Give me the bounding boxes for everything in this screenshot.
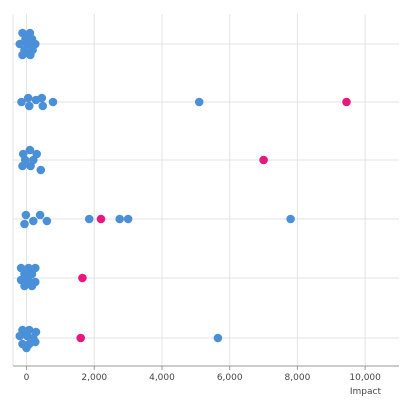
grid-layer	[12, 14, 399, 366]
data-point[interactable]	[38, 101, 48, 111]
data-point[interactable]	[25, 145, 35, 155]
data-point[interactable]	[26, 161, 35, 171]
data-point[interactable]	[36, 165, 46, 175]
data-point[interactable]	[27, 281, 37, 291]
highlight-point[interactable]	[96, 214, 106, 224]
point-layer	[15, 28, 351, 353]
data-point[interactable]	[18, 50, 27, 60]
x-tick-label: 4,000	[149, 373, 175, 383]
highlight-point[interactable]	[259, 155, 268, 165]
x-axis-title: Impact	[350, 387, 382, 397]
data-point[interactable]	[15, 331, 25, 341]
data-point[interactable]	[31, 337, 40, 347]
x-tick-label: 10,000	[349, 373, 381, 383]
data-point[interactable]	[213, 333, 223, 343]
data-point[interactable]	[26, 50, 35, 60]
data-point[interactable]	[286, 214, 295, 224]
data-point[interactable]	[23, 93, 33, 103]
data-point[interactable]	[42, 216, 52, 226]
data-point[interactable]	[25, 101, 34, 111]
data-point[interactable]	[37, 93, 47, 103]
data-point[interactable]	[22, 343, 31, 353]
data-point[interactable]	[20, 219, 29, 229]
data-point[interactable]	[17, 97, 26, 107]
data-point[interactable]	[35, 210, 45, 220]
data-point[interactable]	[21, 210, 31, 220]
data-point[interactable]	[29, 216, 38, 226]
x-tick-label: 0	[24, 373, 30, 383]
data-point[interactable]	[115, 214, 124, 224]
x-tick-label: 6,000	[217, 373, 243, 383]
data-point[interactable]	[15, 39, 25, 49]
data-point[interactable]	[20, 281, 29, 291]
highlight-point[interactable]	[342, 97, 351, 107]
data-point[interactable]	[84, 214, 94, 224]
data-point[interactable]	[48, 97, 58, 107]
data-point[interactable]	[18, 161, 27, 171]
highlight-point[interactable]	[78, 273, 87, 283]
x-axis: 0 2,000 4,000 6,000 8,000 10,000	[13, 365, 399, 383]
x-tick-label: 2,000	[81, 373, 107, 383]
data-point[interactable]	[123, 214, 133, 224]
highlight-point[interactable]	[76, 333, 85, 343]
data-point[interactable]	[194, 97, 204, 107]
x-tick-label: 8,000	[285, 373, 311, 383]
